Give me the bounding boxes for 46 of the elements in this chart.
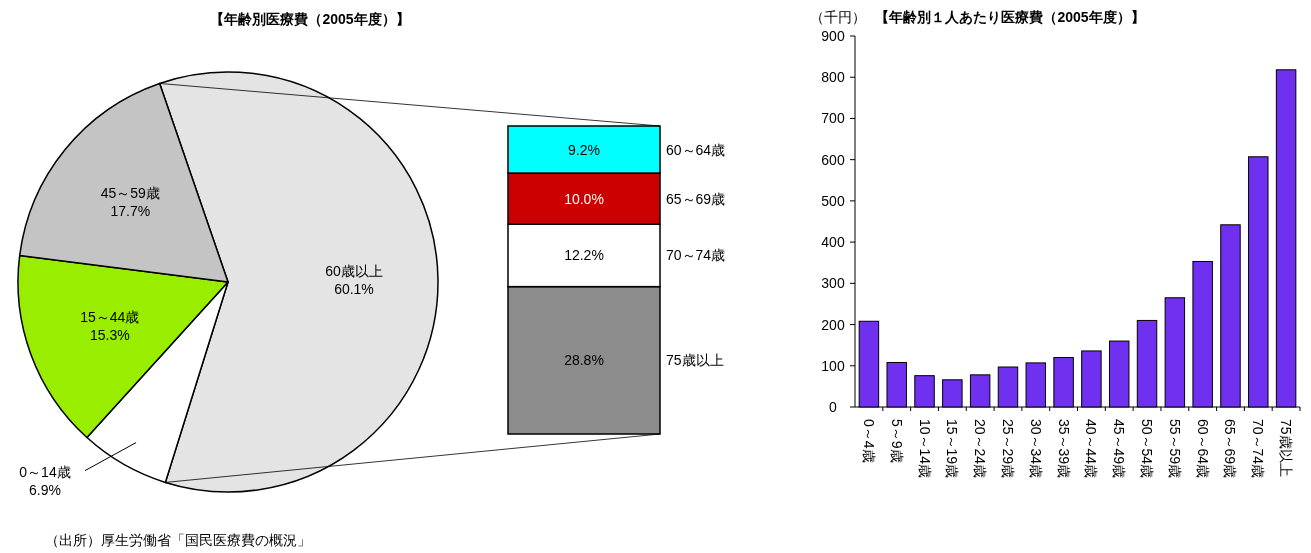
data-label: 9.2%: [568, 141, 600, 158]
x-tick-label: 55～59歳: [1166, 419, 1183, 479]
x-tick-label: 40～44歳: [1083, 419, 1100, 479]
y-tick-label: 400: [821, 234, 845, 251]
y-tick-label: 900: [821, 28, 845, 44]
y-tick-label: 200: [821, 316, 845, 333]
y-tick-label: 800: [821, 69, 845, 86]
x-tick-label: 65～69歳: [1222, 419, 1239, 479]
x-tick-label: 60～64歳: [1194, 419, 1211, 479]
slice-label: 15～44歳: [80, 308, 140, 325]
y-tick-label: 0: [829, 399, 838, 415]
x-tick-label: 25～29歳: [999, 419, 1016, 479]
data-label: 17.7%: [110, 203, 151, 220]
x-tick-label: 45～49歳: [1111, 419, 1128, 479]
text: （出所）厚生労働省「国民医療費の概況」: [45, 532, 311, 548]
x-tick-label: 75歳以上: [1278, 419, 1295, 477]
y-tick-label: 100: [821, 357, 845, 374]
data-label: 10.0%: [564, 190, 604, 207]
slice-label: 45～59歳: [100, 185, 160, 202]
x-tick-label: 0～4歳: [860, 419, 877, 463]
y-tick-label: 500: [821, 192, 845, 209]
series-label: 65～69歳: [666, 190, 726, 207]
data-label: 6.9%: [29, 481, 61, 498]
x-tick-label: 35～39歳: [1055, 419, 1072, 479]
x-tick-label: 50～54歳: [1139, 419, 1156, 479]
data-label: 60.1%: [334, 281, 374, 298]
y-tick-label: 700: [821, 110, 845, 127]
slice-label: 60歳以上: [325, 263, 383, 280]
series-label: 60～64歳: [666, 141, 726, 158]
x-tick-label: 10～14歳: [916, 419, 933, 479]
slice-label: 0～14歳: [19, 463, 71, 480]
data-label: 28.8%: [564, 352, 604, 369]
x-tick-label: 30～34歳: [1027, 419, 1044, 479]
series-label: 75歳以上: [666, 352, 724, 369]
data-label: 15.3%: [89, 326, 130, 343]
y-axis-title: （千円）: [810, 9, 866, 25]
chart-title: 【年齢別１人あたり医療費（2005年度）】: [875, 9, 1145, 25]
data-label: 12.2%: [564, 247, 604, 264]
x-tick-label: 15～19歳: [944, 419, 961, 479]
y-tick-label: 300: [821, 275, 845, 292]
series-label: 70～74歳: [666, 247, 726, 264]
x-tick-label: 70～74歳: [1250, 419, 1267, 479]
chart-title: 【年齢別医療費（2005年度）】: [210, 11, 410, 27]
x-tick-label: 5～9歳: [888, 419, 905, 463]
x-tick-label: 20～24歳: [972, 419, 989, 479]
y-tick-label: 600: [821, 151, 845, 168]
